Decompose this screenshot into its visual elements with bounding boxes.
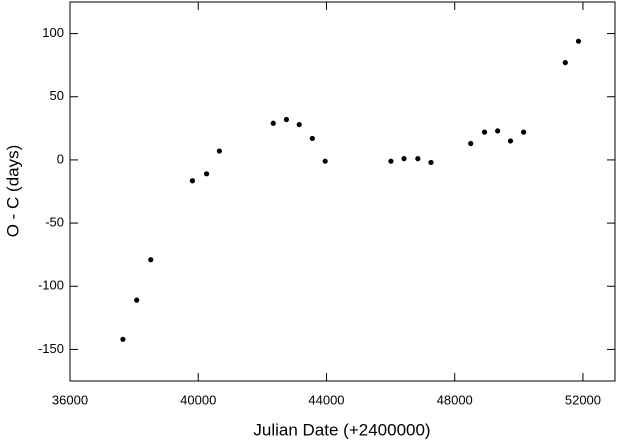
data-point — [203, 171, 210, 177]
y-tick-label: 0 — [57, 151, 64, 166]
x-tick-label: 52000 — [565, 392, 601, 407]
data-point — [283, 116, 289, 123]
data-point — [495, 128, 501, 134]
data-point — [415, 156, 421, 162]
data-point — [270, 120, 276, 126]
plot-frame — [69, 1, 616, 382]
y-tick-label: 50 — [50, 88, 64, 103]
data-point — [134, 297, 140, 303]
x-axis-title: Julian Date (+2400000) — [253, 420, 430, 439]
data-point — [521, 129, 527, 135]
data-point — [322, 158, 328, 164]
data-point — [189, 178, 196, 184]
x-tick-label: 48000 — [437, 392, 473, 407]
data-point — [428, 159, 434, 166]
y-tick-label: 100 — [42, 25, 64, 40]
data-point — [575, 38, 582, 44]
data-point — [481, 129, 488, 135]
data-point — [388, 158, 394, 164]
x-tick-label: 40000 — [180, 392, 216, 407]
data-point — [148, 257, 154, 263]
data-point — [507, 138, 514, 144]
data-point — [309, 135, 315, 142]
x-tick-label: 44000 — [308, 392, 344, 407]
y-tick-label: -100 — [38, 278, 64, 293]
data-point — [401, 156, 407, 162]
y-axis-title: O - C (days) — [3, 145, 22, 238]
y-tick-label: -50 — [45, 215, 64, 230]
y-tick-label: -150 — [38, 341, 64, 356]
x-tick-label: 36000 — [52, 392, 88, 407]
data-point — [468, 140, 474, 147]
data-point — [120, 336, 126, 342]
data-point — [296, 121, 302, 128]
data-point — [562, 60, 568, 66]
data-point — [216, 148, 222, 154]
